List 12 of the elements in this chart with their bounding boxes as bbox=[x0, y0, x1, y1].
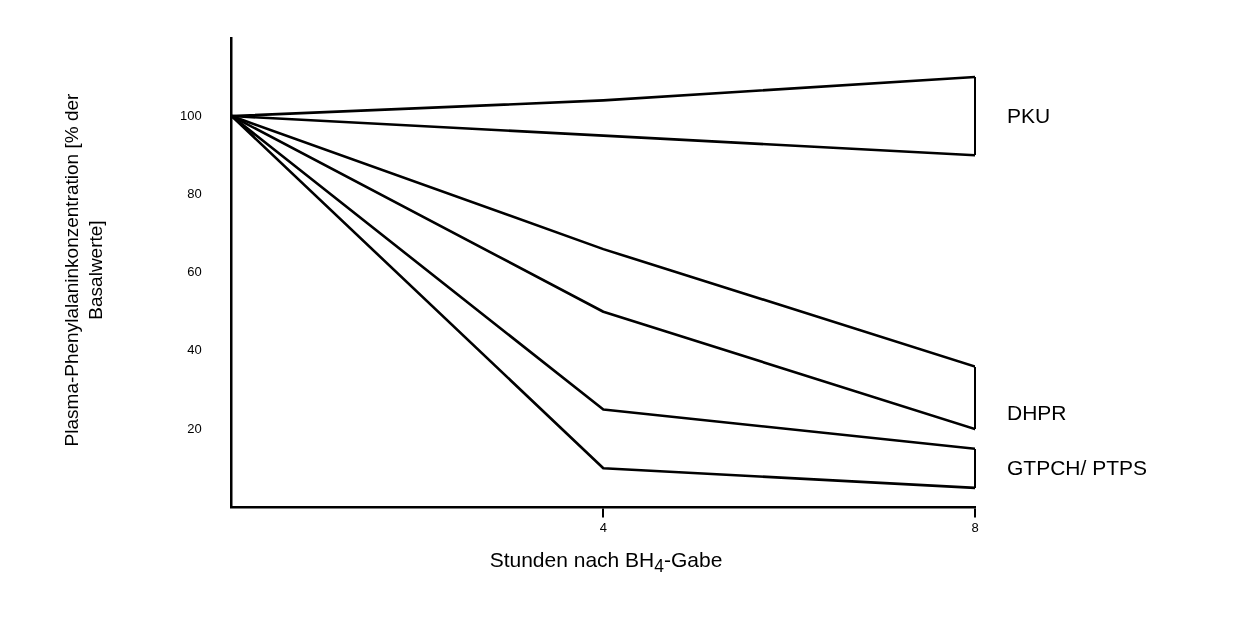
y-tick-label: 100 bbox=[179, 107, 202, 123]
y-tick-label: 80 bbox=[187, 185, 202, 201]
y-tick-label: 40 bbox=[187, 342, 202, 358]
y-tick-label: 20 bbox=[187, 420, 202, 436]
x-tick-label: 4 bbox=[599, 519, 607, 535]
y-tick-label: 60 bbox=[187, 264, 202, 280]
x-tick-label: 8 bbox=[971, 519, 979, 535]
text: PKU bbox=[1007, 104, 1051, 129]
x-axis-title: Stunden nach BH$_{4}$-Gabe bbox=[488, 548, 724, 578]
text: DHPR bbox=[1007, 400, 1067, 425]
y-axis-title: Plasma-Phenylalaninkonzentration [% der Basalwerte] bbox=[60, 92, 107, 449]
text: GTPCH/ PTPS bbox=[1007, 456, 1148, 481]
